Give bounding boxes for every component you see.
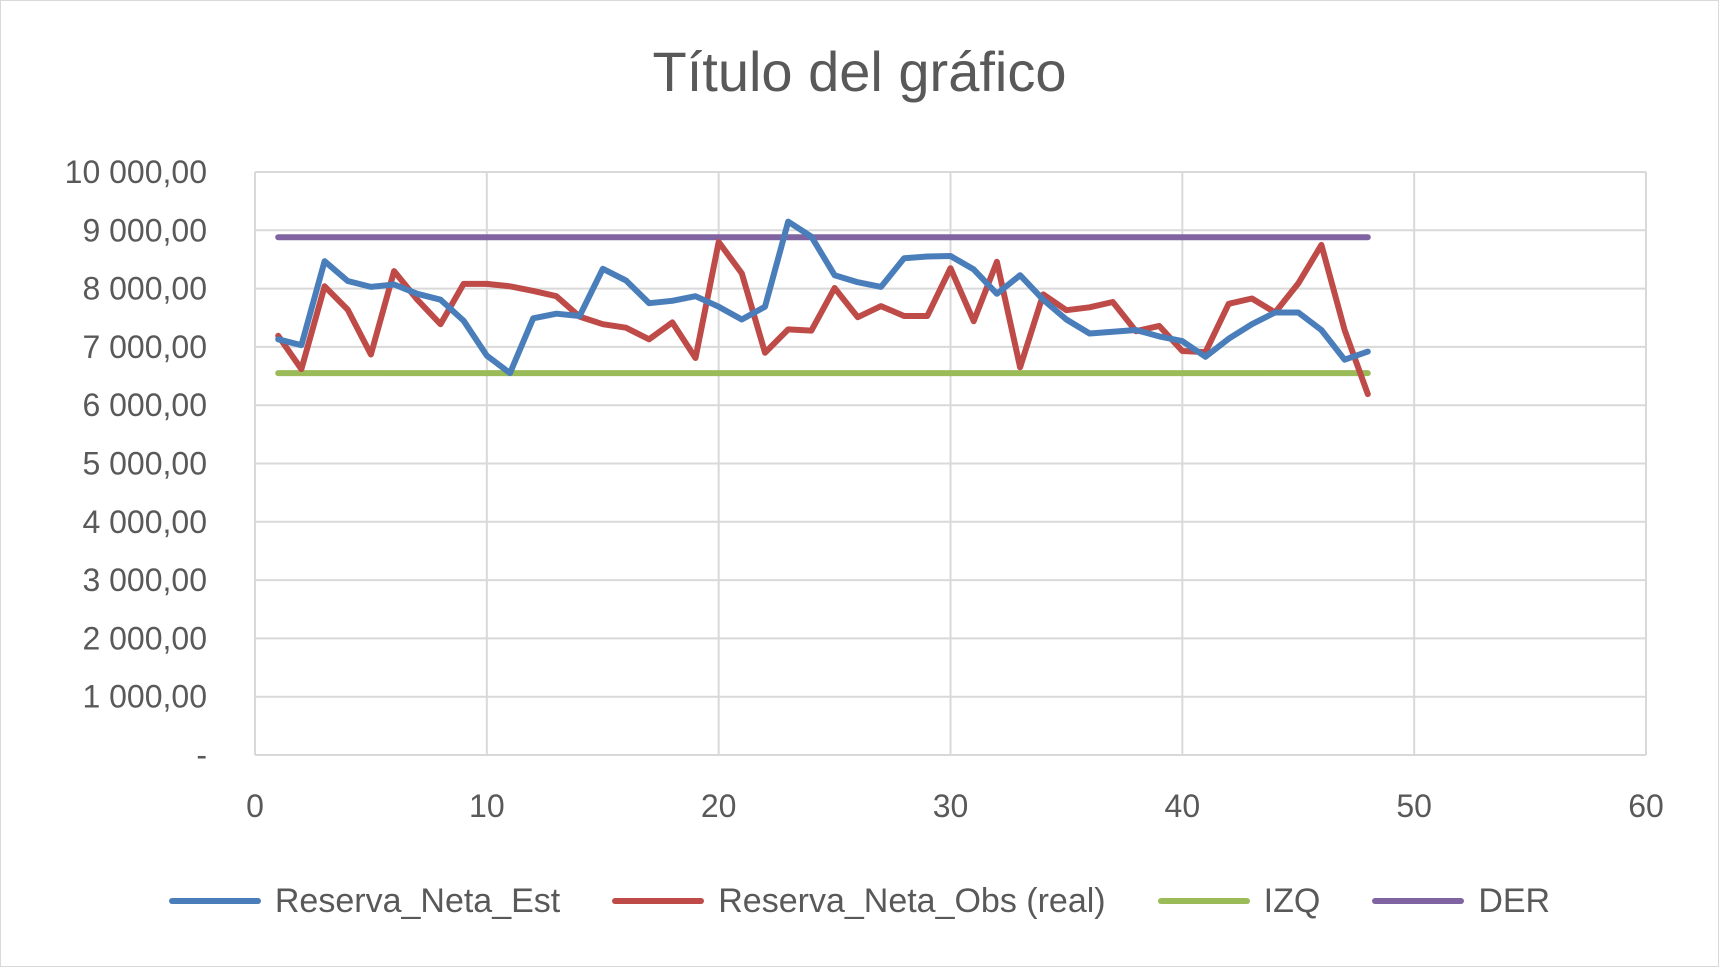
y-tick-label: 3 000,00 (82, 562, 207, 598)
chart-title: Título del gráfico (652, 40, 1067, 103)
legend-label: Reserva_Neta_Est (274, 881, 561, 920)
y-tick-label: 6 000,00 (82, 387, 207, 423)
x-tick-label: 50 (1396, 788, 1432, 824)
y-tick-label: - (196, 737, 207, 773)
legend-swatch (1372, 898, 1465, 904)
series-line-reserva-neta-est (275, 218, 1371, 377)
legend-item: DER (1372, 882, 1550, 921)
x-tick-label: 10 (469, 788, 505, 824)
y-tick-label: 8 000,00 (82, 271, 207, 307)
series-line-reserva-neta-obs-real (275, 239, 1371, 398)
legend-item: Reserva_Neta_Est (168, 881, 561, 921)
y-tick-label: 7 000,00 (82, 329, 207, 365)
x-tick-label: 40 (1165, 788, 1201, 824)
y-tick-label: 10 000,00 (65, 154, 207, 190)
x-tick-label: 60 (1628, 788, 1664, 824)
legend-label: Reserva_Neta_Obs (real) (718, 881, 1106, 920)
legend-label: IZQ (1263, 881, 1321, 920)
legend-swatch (1157, 898, 1250, 904)
x-tick-label: 20 (701, 788, 737, 824)
x-tick-label: 0 (246, 788, 264, 824)
legend: Reserva_Neta_Est Reserva_Neta_Obs (real) I… (1, 876, 1718, 926)
legend-swatch (168, 898, 261, 904)
x-tick-label: 30 (933, 788, 969, 824)
y-tick-label: 5 000,00 (82, 446, 207, 482)
legend-label: DER (1478, 881, 1551, 920)
y-tick-label: 2 000,00 (82, 620, 207, 656)
legend-item: Reserva_Neta_Obs (real) (612, 881, 1106, 921)
legend-item: IZQ (1157, 881, 1321, 921)
y-tick-label: 1 000,00 (82, 679, 207, 715)
y-tick-label: 9 000,00 (82, 212, 207, 248)
y-tick-label: 4 000,00 (82, 504, 207, 540)
legend-swatch (612, 898, 705, 904)
